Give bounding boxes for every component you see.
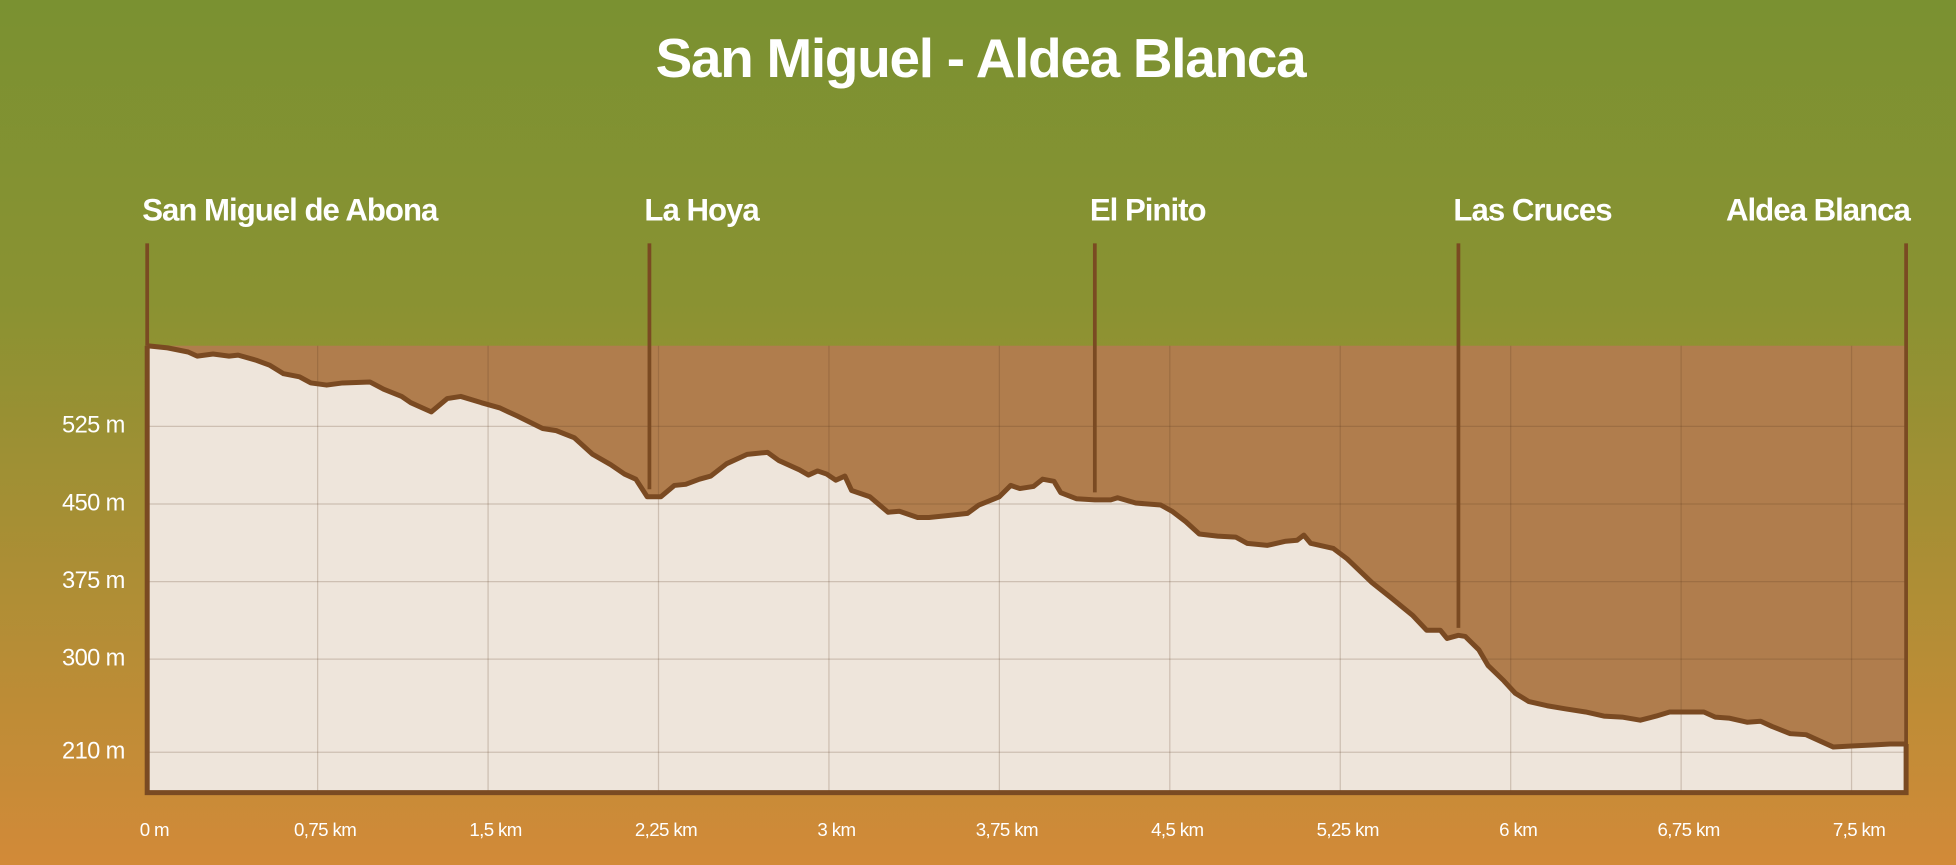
waypoint-label: La Hoya [644, 192, 760, 227]
axis-frame [144, 345, 1909, 796]
x-tick-label: 1,5 km [469, 819, 521, 840]
x-tick-label: 7,5 km [1833, 819, 1885, 840]
x-tick-label: 5,25 km [1317, 819, 1379, 840]
x-tick-label: 6 km [1499, 819, 1537, 840]
y-tick-label: 375 m [62, 568, 125, 594]
y-tick-label: 300 m [62, 645, 125, 671]
y-tick-label: 525 m [62, 413, 125, 439]
waypoint-label: Aldea Blanca [1726, 192, 1911, 227]
x-tick-label: 2,25 km [635, 819, 697, 840]
x-tick-label: 0 m [140, 819, 169, 840]
x-tick-label: 3 km [817, 819, 855, 840]
elevation-line [146, 343, 1907, 750]
waypoint-label: San Miguel de Abona [142, 192, 439, 227]
area-fill [147, 345, 1907, 793]
waypoint-label: El Pinito [1090, 192, 1206, 227]
x-tick-label: 4,5 km [1151, 819, 1203, 840]
waypoint-label: Las Cruces [1453, 192, 1612, 227]
x-tick-label: 0,75 km [294, 819, 356, 840]
y-tick-label: 210 m [62, 739, 125, 765]
chart-title: San Miguel - Aldea Blanca [656, 27, 1308, 89]
y-tick-label: 450 m [62, 490, 125, 516]
x-tick-label: 3,75 km [976, 819, 1038, 840]
x-tick-label: 6,75 km [1658, 819, 1720, 840]
